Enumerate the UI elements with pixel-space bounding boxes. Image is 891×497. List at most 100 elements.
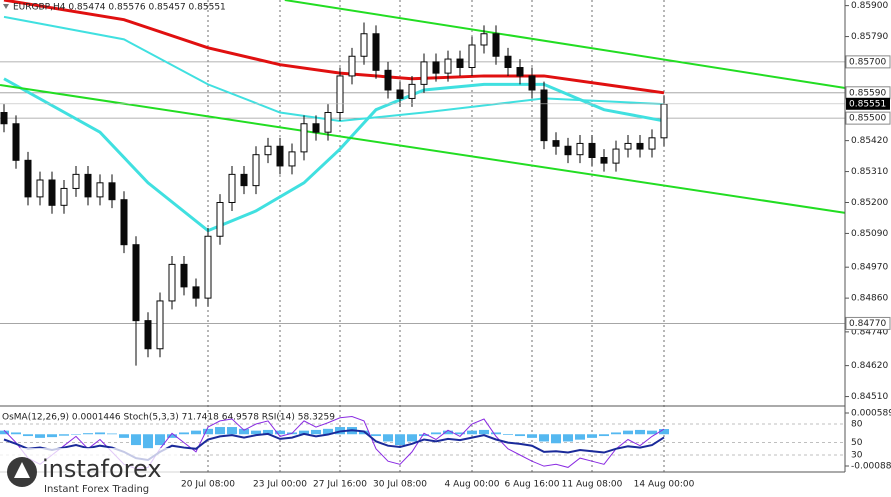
osma-bar <box>371 434 381 437</box>
candle-body <box>180 263 188 288</box>
symbol-icon <box>3 4 9 9</box>
candle-body <box>24 159 32 198</box>
osma-bar <box>0 430 9 435</box>
osc-tick-label: 0.000589 <box>851 409 891 419</box>
candle-body <box>576 142 584 156</box>
candle-body <box>204 235 212 299</box>
indicator-line <box>284 0 846 90</box>
level-label: 0.85590 <box>849 88 886 98</box>
osma-bar <box>47 434 57 438</box>
osma-bar <box>107 433 117 435</box>
last-price-label: 0.85551 <box>849 99 886 109</box>
osma-bar <box>431 432 441 435</box>
candle-body <box>480 33 488 46</box>
candle-body <box>108 182 116 201</box>
osma-bar <box>119 434 129 438</box>
level-label: 0.84770 <box>849 319 886 329</box>
candle-body <box>648 137 656 150</box>
osma-bar <box>623 430 633 435</box>
candle-body <box>132 244 140 322</box>
candle-body <box>48 179 56 206</box>
osma-bar <box>407 434 417 442</box>
candle-body <box>504 55 512 68</box>
candle-body <box>144 320 152 350</box>
y-tick-label: 0.84740 <box>851 327 888 337</box>
osma-bar <box>491 432 501 435</box>
osma-bar <box>635 429 645 435</box>
logo-tagline: Instant Forex Trading <box>44 484 149 495</box>
candle-body <box>348 55 356 77</box>
osma-bar <box>539 434 549 442</box>
candle-body <box>288 151 296 167</box>
candle-body <box>0 112 8 125</box>
candle-body <box>600 157 608 164</box>
osma-bar <box>587 434 597 438</box>
osma-bar <box>611 432 621 435</box>
candle-body <box>192 286 200 299</box>
candle-body <box>156 300 164 350</box>
y-tick-label: 0.84970 <box>851 263 888 273</box>
candle-body <box>444 58 452 74</box>
osma-bar <box>419 434 429 437</box>
level-label: 0.85700 <box>849 57 886 67</box>
osma-bar <box>383 434 393 442</box>
candle-body <box>528 75 536 91</box>
y-tick-label: 0.85900 <box>851 1 888 11</box>
osma-bar <box>551 434 561 444</box>
osma-bar <box>659 429 669 435</box>
osma-bar <box>395 434 405 446</box>
candle-body <box>84 173 92 198</box>
osc-level-label: 80 <box>851 420 863 430</box>
osma-bar <box>443 430 453 435</box>
candle-body <box>60 187 68 206</box>
candle-body <box>324 112 332 133</box>
osma-bar <box>239 428 249 435</box>
y-tick-label: 0.85420 <box>851 136 888 146</box>
osma-bar <box>599 434 609 437</box>
candle-body <box>516 67 524 77</box>
candle-body <box>252 154 260 187</box>
candle-body <box>216 202 224 237</box>
candle-body <box>612 148 620 164</box>
level-label-box <box>845 316 891 330</box>
candle-body <box>552 140 560 147</box>
candle-body <box>120 199 128 246</box>
osma-bar <box>227 427 237 435</box>
osma-bar <box>263 429 273 435</box>
candle-body <box>408 83 416 99</box>
osma-bar <box>299 430 309 435</box>
candle-body <box>72 173 80 189</box>
candle-body <box>588 142 596 158</box>
candle-body <box>492 33 500 57</box>
osma-bar <box>311 429 321 435</box>
logo-glyph <box>14 462 30 478</box>
y-tick-label: 0.85200 <box>851 198 888 208</box>
osma-bar <box>191 430 201 435</box>
osma-bar <box>479 429 489 435</box>
osma-bar <box>83 433 93 435</box>
candle-body <box>336 75 344 113</box>
osma-bar <box>95 432 105 435</box>
candle-body <box>168 263 176 302</box>
osc-tick-label: -0.000880 <box>851 462 891 472</box>
candle-body <box>564 145 572 156</box>
candle-body <box>624 142 632 150</box>
main-pane <box>0 0 846 472</box>
y-tick-label: 0.84860 <box>851 294 888 304</box>
osma-bar <box>323 428 333 435</box>
y-tick-label: 0.84510 <box>851 392 888 402</box>
level-label: 0.85500 <box>849 114 886 124</box>
level-label-box <box>845 55 891 69</box>
y-tick-label: 0.85310 <box>851 167 888 177</box>
candle-body <box>228 173 236 203</box>
osma-bar <box>251 430 261 435</box>
osma-bar <box>23 434 33 437</box>
candle-body <box>420 61 428 85</box>
osma-bar <box>203 428 213 435</box>
candle-body <box>540 89 548 142</box>
x-tick-label: 30 Jul 08:00 <box>373 480 427 490</box>
osma-bar <box>179 432 189 435</box>
x-tick-label: 14 Aug 00:00 <box>634 480 695 490</box>
candle-body <box>300 123 308 153</box>
